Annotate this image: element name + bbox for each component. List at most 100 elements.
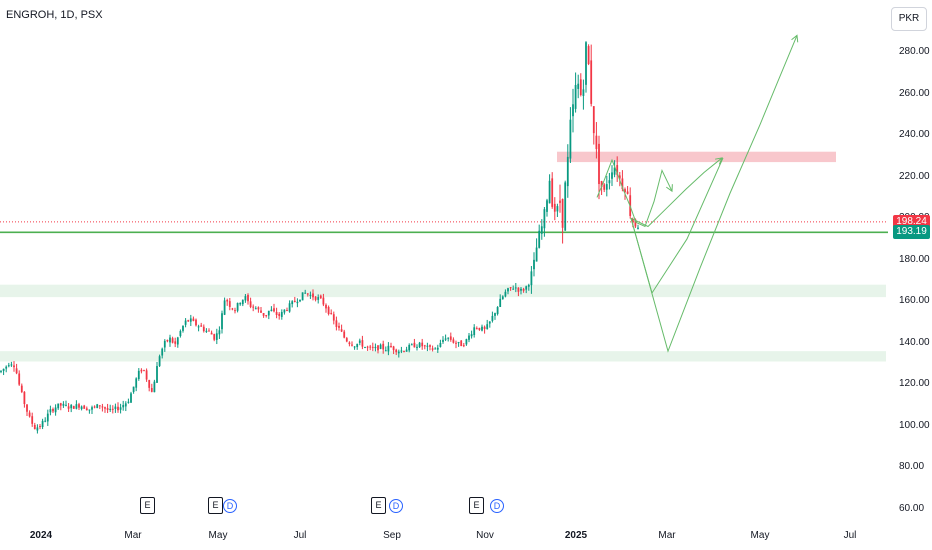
candle-body (197, 326, 200, 328)
candle-body (538, 230, 541, 248)
candle-body (327, 306, 330, 314)
candle-body (488, 321, 491, 324)
candle-body (322, 297, 325, 305)
candle-body (501, 296, 504, 300)
candle-body (525, 286, 528, 290)
x-tick-label: Mar (124, 530, 142, 541)
candle-body (119, 407, 122, 410)
candle-body (234, 310, 236, 312)
candle-body (114, 406, 117, 410)
candle-body (83, 405, 86, 409)
candle-body (465, 339, 468, 345)
candle-body (353, 346, 356, 348)
earnings-marker[interactable]: E (469, 497, 484, 514)
candle-body (429, 345, 431, 347)
support-price-tag: 193.19 (893, 225, 930, 240)
candle-body (33, 424, 36, 430)
currency-button[interactable]: PKR (891, 7, 927, 31)
candle-body (470, 334, 473, 337)
x-tick-label: 2024 (29, 530, 53, 541)
candle-body (70, 405, 73, 409)
candle-body (358, 340, 361, 343)
candle-body (332, 314, 335, 321)
candle-body (517, 287, 520, 292)
candle-body (616, 165, 619, 175)
candle-body (371, 346, 374, 348)
y-tick-label: 180.00 (899, 253, 930, 265)
candle-body (135, 378, 138, 388)
candle-body (382, 343, 385, 350)
candle-body (390, 345, 392, 348)
candle-body (104, 407, 106, 409)
candle-body (111, 408, 114, 410)
candle-body (478, 327, 481, 330)
candle-body (356, 343, 359, 348)
candle-body (101, 406, 104, 408)
projection-arrowhead (715, 157, 723, 165)
earnings-marker[interactable]: E (208, 497, 223, 514)
candle-body (161, 348, 164, 356)
candle-body (556, 206, 559, 212)
candle-body (31, 416, 34, 424)
candle-body (483, 326, 486, 330)
candle-body (400, 350, 403, 352)
earnings-marker[interactable]: E (140, 497, 155, 514)
candle-body (145, 370, 148, 380)
candle-body (442, 339, 444, 342)
candle-body (392, 346, 395, 351)
candle-body (124, 403, 127, 407)
candle-body (486, 324, 489, 330)
candle-body (509, 287, 512, 289)
candle-body (296, 301, 299, 304)
candle-body (395, 349, 398, 353)
candle-body (343, 331, 346, 338)
candle-body (143, 370, 145, 372)
candle-body (241, 299, 244, 305)
candle-body (582, 89, 585, 96)
candle-body (223, 300, 226, 315)
candle-body (514, 287, 517, 289)
candle-body (187, 320, 190, 322)
dividend-marker[interactable]: D (223, 499, 237, 513)
candle-body (7, 365, 10, 367)
candle-body (499, 298, 502, 307)
y-tick-label: 140.00 (899, 336, 930, 348)
candle-body (436, 347, 439, 350)
candle-body (98, 405, 101, 407)
candle-body (413, 342, 416, 348)
candle-body (2, 368, 5, 371)
candle-body (540, 226, 543, 234)
y-tick-label: 120.00 (899, 378, 930, 390)
candle-body (192, 318, 195, 321)
x-tick-label: May (208, 530, 228, 541)
projection-arrowhead (791, 34, 799, 43)
dividend-marker[interactable]: D (490, 499, 504, 513)
candle-body (267, 310, 270, 316)
candle-body (49, 409, 52, 413)
candle-body (148, 380, 151, 388)
x-tick-label: Mar (658, 530, 676, 541)
candle-body (522, 288, 525, 291)
candle-body (15, 368, 18, 374)
candle-body (62, 403, 65, 406)
candle-body (195, 319, 197, 326)
candle-body (158, 356, 161, 366)
candle-body (600, 181, 603, 188)
y-tick-label: 60.00 (899, 503, 925, 514)
earnings-marker[interactable]: E (371, 497, 386, 514)
candle-body (421, 342, 424, 347)
candle-body (291, 301, 294, 305)
candle-body (293, 300, 296, 302)
dividend-marker[interactable]: D (389, 499, 403, 513)
candle-body (96, 404, 99, 408)
candle-body (533, 259, 535, 270)
candle-body (239, 302, 242, 305)
candle-body (345, 338, 348, 342)
candle-body (91, 407, 93, 410)
candle-body (130, 393, 132, 403)
resistance-zone (557, 151, 836, 163)
candle-body (278, 313, 281, 316)
candle-body (39, 426, 41, 428)
candle-body (457, 342, 460, 344)
